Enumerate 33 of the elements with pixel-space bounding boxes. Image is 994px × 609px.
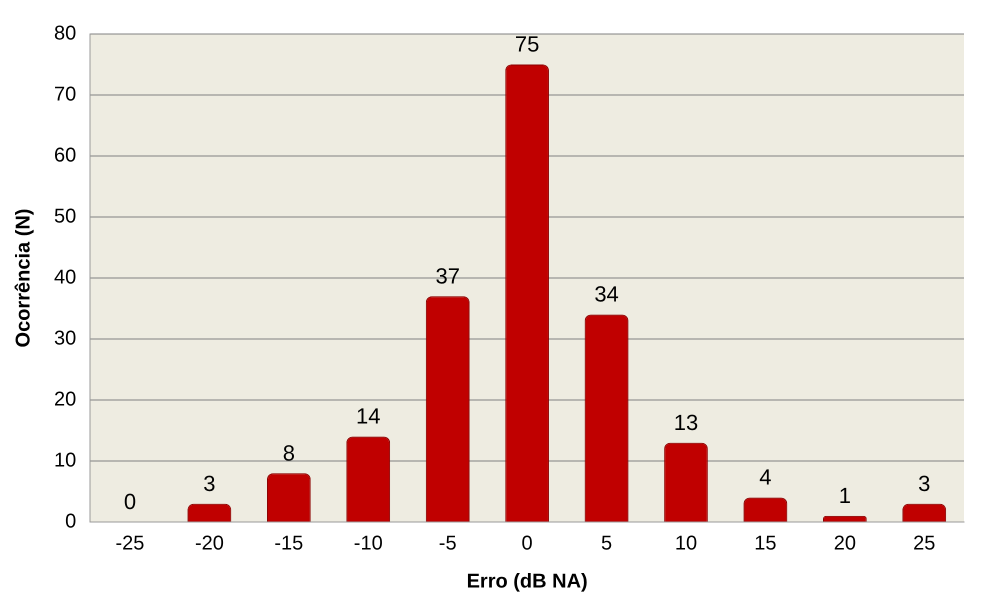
data-label: 3 <box>203 470 216 496</box>
data-label: 1 <box>838 482 851 508</box>
y-tick-label: 60 <box>54 144 76 167</box>
x-tick-label: 0 <box>522 532 533 555</box>
x-axis-title: Erro (dB NA) <box>466 570 588 593</box>
x-tick-label: 5 <box>600 532 612 555</box>
x-tick-label: -15 <box>274 532 304 555</box>
data-label: 4 <box>759 464 772 490</box>
x-tick-label: 10 <box>674 532 698 555</box>
y-axis-title: Ocorrência (N) <box>12 208 35 348</box>
data-label: 75 <box>514 32 540 57</box>
x-tick-label: -10 <box>354 532 383 555</box>
data-label: 0 <box>124 489 136 514</box>
y-tick-label: 30 <box>54 328 76 350</box>
data-label: 34 <box>594 282 619 307</box>
x-tick-label: 20 <box>834 532 856 555</box>
y-tick-label: 50 <box>54 206 76 228</box>
data-label: 3 <box>918 470 930 496</box>
data-label: 37 <box>435 263 460 288</box>
data-label: 8 <box>282 440 295 466</box>
y-tick-label: 0 <box>65 510 76 533</box>
y-tick-label: 20 <box>54 388 76 411</box>
x-tick-label: -20 <box>194 532 224 555</box>
x-tick-label: -5 <box>438 532 457 555</box>
data-label: 14 <box>356 404 380 429</box>
y-tick-label: 70 <box>54 84 76 106</box>
y-tick-label: 80 <box>54 22 76 45</box>
y-tick-label: 10 <box>54 450 76 472</box>
x-tick-label: 25 <box>913 532 936 555</box>
x-tick-label: 15 <box>754 532 777 555</box>
data-label: 13 <box>674 410 698 435</box>
y-tick-label: 40 <box>54 266 76 289</box>
x-tick-label: -25 <box>116 532 144 555</box>
